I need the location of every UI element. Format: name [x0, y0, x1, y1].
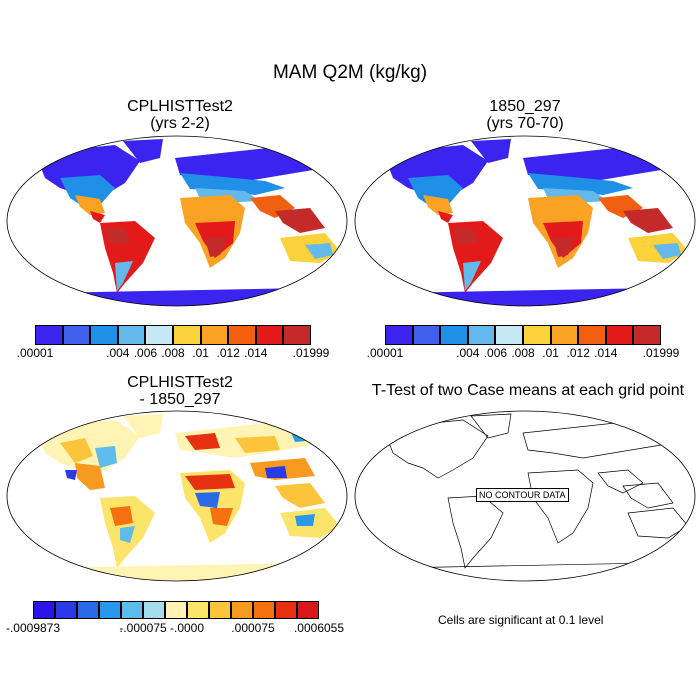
colorbar-case2-tick-label: .01999	[642, 346, 680, 360]
colorbar-difference-tick-label: .	[119, 621, 123, 635]
colorbar-difference-swatch	[297, 601, 319, 619]
colorbar-case2-swatch	[412, 325, 441, 345]
colorbar-case1-tick-label: .006	[133, 346, 158, 360]
panel-2-title-line2: (yrs 70-70)	[486, 115, 564, 132]
colorbar-difference-tick-label: -.000075	[119, 621, 167, 635]
colorbar-difference-swatch	[55, 601, 77, 619]
colorbar-case1-tick-label: .008	[161, 346, 185, 360]
panel-1-title-line1: CPLHISTTest2	[127, 98, 233, 115]
colorbar-difference-swatch	[143, 601, 165, 619]
colorbar-case1-tick-label: .00001	[16, 346, 54, 360]
colorbar-case2-tick-label: .01	[542, 346, 559, 360]
colorbar-difference-labels: -.0009873. -.000075 -.0000 .000075 .0006055	[6, 621, 344, 635]
colorbar-case1-labels: .00001 .004.006.008 .01 .012 .014 .01999	[17, 346, 330, 360]
colorbar-case2-labels: .00001 .004.006.008 .01 .012 .014 .01999	[367, 346, 680, 360]
colorbar-difference-swatch	[253, 601, 275, 619]
colorbar-case2-swatch	[495, 325, 523, 345]
colorbar-case1-swatch	[173, 325, 201, 345]
colorbar-difference-swatch	[121, 601, 143, 619]
panel-2-title: 1850_297 (yrs 70-70)	[425, 98, 625, 132]
colorbar-case1-swatch	[90, 325, 118, 345]
colorbar-case1-tick-label: .01	[192, 346, 209, 360]
colorbar-difference-swatch	[209, 601, 231, 619]
colorbar-case2-swatch	[550, 325, 579, 345]
map-case1	[6, 135, 348, 307]
colorbar-difference-swatch	[231, 601, 253, 619]
panel-2-title-line1: 1850_297	[489, 98, 561, 115]
colorbar-case1-swatch	[145, 325, 173, 345]
colorbar-case2-swatch	[605, 325, 634, 345]
colorbar-difference-swatch	[99, 601, 121, 619]
colorbar-difference-tick-label: -.0000	[169, 621, 205, 635]
map-ttest	[354, 410, 696, 582]
panel-4-title: T-Test of two Case means at each grid po…	[371, 382, 685, 399]
colorbar-case2-swatch	[467, 325, 496, 345]
colorbar-case1-tick-label: .004	[106, 346, 130, 360]
colorbar-case1-swatch	[117, 325, 146, 345]
colorbar-difference	[33, 601, 319, 619]
panel-1-title-line2: (yrs 2-2)	[150, 115, 210, 132]
no-contour-data-label: NO CONTOUR DATA	[476, 488, 569, 502]
panel-1-title: CPLHISTTest2 (yrs 2-2)	[80, 98, 280, 132]
colorbar-case1-tick-label: .014	[244, 346, 268, 360]
colorbar-case2-tick-label: .012	[566, 346, 590, 360]
map-difference	[6, 410, 348, 582]
colorbar-case2-swatch	[523, 325, 551, 345]
colorbar-difference-tick-label: .000075	[231, 621, 275, 635]
colorbar-case2-tick-label: .004	[456, 346, 480, 360]
colorbar-case1-swatch	[255, 325, 284, 345]
colorbar-case1-swatch	[62, 325, 91, 345]
colorbar-case1-swatch	[283, 325, 311, 345]
colorbar-case2-tick-label: .008	[511, 346, 535, 360]
colorbar-difference-swatch	[165, 601, 187, 619]
colorbar-case1-tick-label: .01999	[292, 346, 330, 360]
map-case2	[354, 135, 696, 307]
colorbar-case1-tick-label: .012	[216, 346, 240, 360]
colorbar-difference-swatch	[275, 601, 297, 619]
colorbar-case2-swatch	[385, 325, 413, 345]
colorbar-case2-swatch	[440, 325, 468, 345]
panel-3-title-line2: - 1850_297	[139, 391, 221, 408]
colorbar-case2-swatch	[578, 325, 606, 345]
colorbar-difference-swatch	[77, 601, 99, 619]
colorbar-difference-tick-label: -.0009873	[5, 621, 61, 635]
significance-note: Cells are significant at 0.1 level	[438, 613, 604, 627]
colorbar-difference-swatch	[33, 601, 55, 619]
colorbar-difference-swatch	[187, 601, 209, 619]
colorbar-case1-swatch	[228, 325, 256, 345]
colorbar-case2-tick-label: .00001	[366, 346, 404, 360]
colorbar-case2	[385, 325, 661, 345]
colorbar-case1-swatch	[200, 325, 229, 345]
figure-title: MAM Q2M (kg/kg)	[272, 62, 428, 83]
colorbar-case2-tick-label: .014	[594, 346, 618, 360]
colorbar-difference-tick-label: .0006055	[293, 621, 345, 635]
colorbar-case2-swatch	[633, 325, 661, 345]
colorbar-case1	[35, 325, 311, 345]
panel-3-title: CPLHISTTest2 - 1850_297	[80, 374, 280, 408]
colorbar-case2-tick-label: .006	[483, 346, 508, 360]
panel-3-title-line1: CPLHISTTest2	[127, 374, 233, 391]
colorbar-case1-swatch	[35, 325, 63, 345]
